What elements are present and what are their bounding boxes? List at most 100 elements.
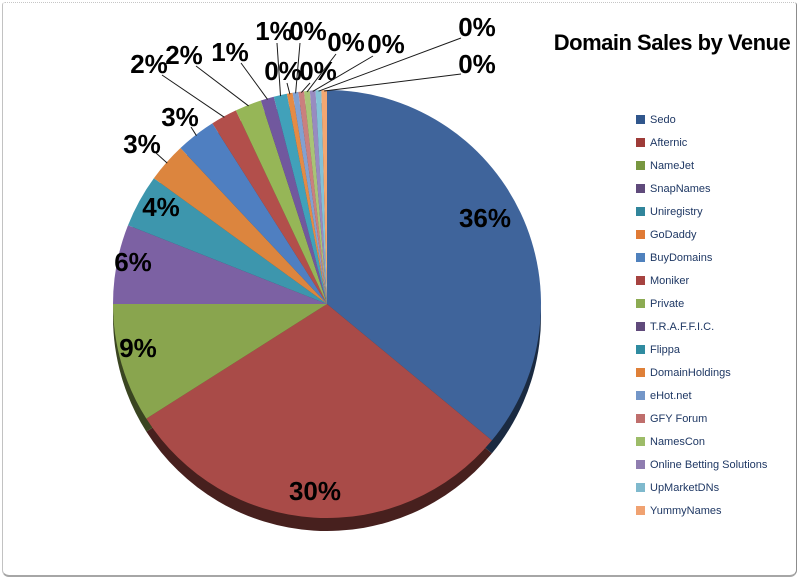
legend-item-namejet: NameJet — [636, 154, 767, 177]
legend-label-online-betting-solutions: Online Betting Solutions — [650, 458, 768, 471]
label-leader-moniker — [161, 74, 225, 118]
legend-swatch-flippa — [636, 345, 645, 354]
pie-slice-godaddy — [153, 148, 327, 304]
legend-label-moniker: Moniker — [650, 274, 690, 287]
legend-swatch-sedo — [636, 115, 645, 124]
percent-label-snapnames: 6% — [114, 247, 152, 277]
legend-label-buydomains: BuyDomains — [650, 251, 713, 264]
legend-label-sedo: Sedo — [650, 113, 676, 126]
legend-swatch-namejet — [636, 161, 645, 170]
legend-item-namescon: NamesCon — [636, 430, 767, 453]
legend-item-online-betting-solutions: Online Betting Solutions — [636, 453, 767, 476]
legend: Sedo Afternic NameJet SnapNames Uniregistry G… — [636, 108, 767, 522]
legend-swatch-snapnames — [636, 184, 645, 193]
label-leader-namescon — [306, 53, 337, 93]
label-leader-buydomains — [190, 126, 197, 136]
legend-label-domainholdings: DomainHoldings — [650, 366, 731, 379]
percent-label-yummynames: 0% — [458, 49, 496, 79]
legend-label-ehot-net: eHot.net — [650, 389, 692, 402]
pie-slice-ehot-net — [292, 91, 327, 304]
percent-label-ehot-net: 0% — [289, 16, 327, 46]
label-leader-online-betting-solutions — [312, 55, 374, 92]
legend-item-flippa: Flippa — [636, 338, 767, 361]
percent-label-t-r-a-f-f-i-c: 1% — [211, 37, 249, 67]
legend-label-namejet: NameJet — [650, 159, 695, 172]
pie-slice-private — [235, 100, 327, 304]
legend-swatch-buydomains — [636, 253, 645, 262]
legend-swatch-uniregistry — [636, 207, 645, 216]
legend-label-yummynames: YummyNames — [650, 504, 722, 517]
label-leader-godaddy — [155, 152, 168, 164]
legend-item-snapnames: SnapNames — [636, 177, 767, 200]
legend-label-flippa: Flippa — [650, 343, 680, 356]
percent-label-sedo: 36% — [459, 203, 511, 233]
legend-item-uniregistry: Uniregistry — [636, 200, 767, 223]
label-leader-upmarketdns — [318, 37, 462, 92]
percent-label-namejet: 9% — [119, 333, 157, 363]
legend-swatch-yummynames — [636, 506, 645, 515]
legend-item-ehot-net: eHot.net — [636, 384, 767, 407]
label-leader-yummynames — [324, 73, 462, 92]
percent-label-private: 2% — [165, 40, 203, 70]
percent-label-afternic: 30% — [289, 476, 341, 506]
pie-slice-flippa — [273, 93, 327, 304]
legend-item-buydomains: BuyDomains — [636, 246, 767, 269]
legend-label-uniregistry: Uniregistry — [650, 205, 703, 218]
pie-slice-gfy-forum — [298, 91, 327, 304]
legend-item-godaddy: GoDaddy — [636, 223, 767, 246]
legend-item-afternic: Afternic — [636, 131, 767, 154]
pie-slice-snapnames — [113, 225, 327, 304]
pie-slice-uniregistry — [128, 178, 327, 304]
label-leader-flippa — [276, 42, 282, 97]
pie-slice-online-betting-solutions — [309, 90, 327, 305]
label-leader-domainholdings — [286, 82, 291, 95]
legend-label-snapnames: SnapNames — [650, 182, 711, 195]
legend-swatch-ehot-net — [636, 391, 645, 400]
percent-label-upmarketdns: 0% — [458, 12, 496, 42]
pie-slice-namejet — [113, 304, 327, 419]
percent-label-namescon: 0% — [327, 27, 365, 57]
legend-swatch-online-betting-solutions — [636, 460, 645, 469]
legend-label-godaddy: GoDaddy — [650, 228, 697, 241]
legend-label-upmarketdns: UpMarketDNs — [650, 481, 720, 494]
pie-slice-sedo — [327, 90, 541, 441]
legend-swatch-gfy-forum — [636, 414, 645, 423]
legend-swatch-domainholdings — [636, 368, 645, 377]
pie-slice-namescon — [304, 90, 327, 305]
legend-item-upmarketdns: UpMarketDNs — [636, 476, 767, 499]
legend-item-private: Private — [636, 292, 767, 315]
legend-swatch-upmarketdns — [636, 483, 645, 492]
pie-slice-t-r-a-f-f-i-c — [260, 96, 327, 304]
legend-swatch-moniker — [636, 276, 645, 285]
legend-swatch-namescon — [636, 437, 645, 446]
pie-slice-upmarketdns — [315, 90, 327, 304]
pie-slice-afternic — [146, 304, 492, 518]
legend-item-sedo: Sedo — [636, 108, 767, 131]
legend-item-domainholdings: DomainHoldings — [636, 361, 767, 384]
label-leader-private — [195, 65, 249, 107]
legend-item-yummynames: YummyNames — [636, 499, 767, 522]
percent-label-domainholdings: 0% — [264, 56, 302, 86]
pie-slice-domainholdings — [286, 92, 327, 304]
percent-label-online-betting-solutions: 0% — [367, 29, 405, 59]
pie-slice-moniker — [212, 110, 327, 305]
percent-label-godaddy: 3% — [123, 129, 161, 159]
percent-label-moniker: 2% — [130, 49, 168, 79]
legend-swatch-godaddy — [636, 230, 645, 239]
percent-label-buydomains: 3% — [161, 102, 199, 132]
pie-slice-yummynames — [321, 90, 327, 304]
legend-swatch-private — [636, 299, 645, 308]
label-leader-gfy-forum — [300, 82, 311, 93]
label-leader-t-r-a-f-f-i-c — [240, 62, 268, 100]
percent-label-flippa: 1% — [255, 16, 293, 46]
percent-label-uniregistry: 4% — [142, 192, 180, 222]
legend-label-namescon: NamesCon — [650, 435, 706, 448]
legend-swatch-afternic — [636, 138, 645, 147]
legend-swatch-t-r-a-f-f-i-c — [636, 322, 645, 331]
legend-label-t-r-a-f-f-i-c: T.R.A.F.F.I.C. — [650, 320, 715, 333]
legend-item-t-r-a-f-f-i-c: T.R.A.F.F.I.C. — [636, 315, 767, 338]
chart-title: Domain Sales by Venue — [553, 30, 791, 55]
pie-slice-buydomains — [180, 123, 327, 304]
legend-label-private: Private — [650, 297, 685, 310]
